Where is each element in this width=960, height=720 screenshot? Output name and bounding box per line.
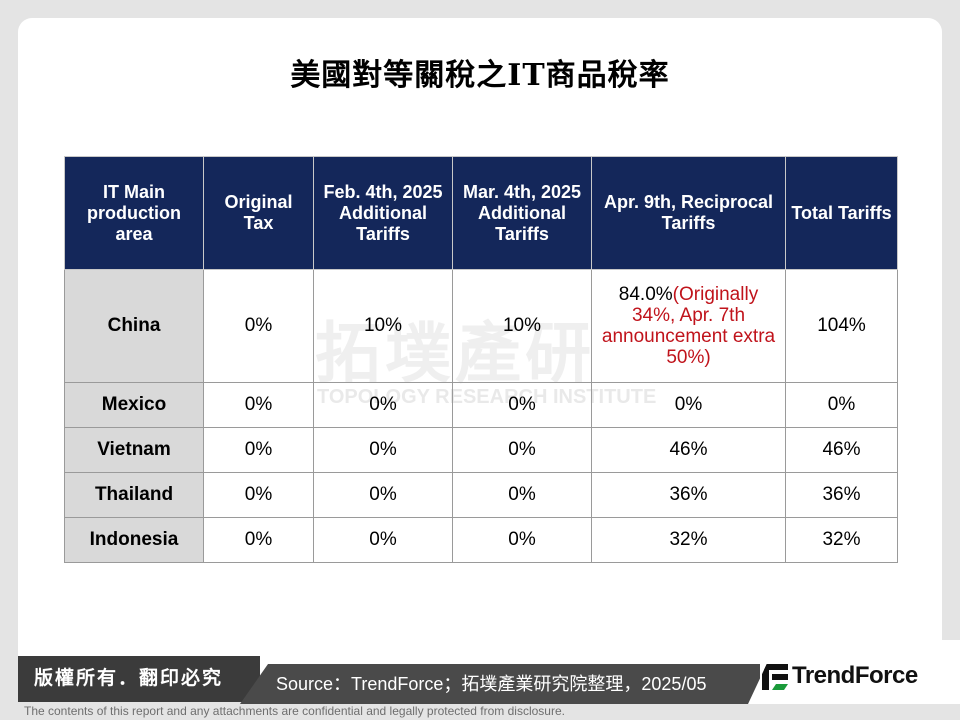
header-mar-tariffs: Mar. 4th, 2025 Additional Tariffs	[452, 156, 592, 270]
header-total-tariffs: Total Tariffs	[785, 156, 898, 270]
cell-original: 0%	[203, 269, 314, 383]
cell-feb: 10%	[313, 269, 453, 383]
cell-original: 0%	[203, 517, 314, 563]
cell-apr: 46%	[591, 427, 786, 473]
table-row: Vietnam 0% 0% 0% 46% 46%	[64, 427, 898, 473]
cell-feb: 0%	[313, 517, 453, 563]
table-header-row: IT Main production area Original Tax Feb…	[64, 156, 898, 270]
cell-apr: 36%	[591, 472, 786, 518]
cell-area: Indonesia	[64, 517, 204, 563]
cell-mar: 10%	[452, 269, 592, 383]
cell-area: Mexico	[64, 382, 204, 428]
trendforce-logo: TrendForce	[748, 640, 960, 704]
source-banner: Source：TrendForce；拓墣產業研究院整理，2025/05	[240, 664, 760, 704]
cell-feb: 0%	[313, 382, 453, 428]
cell-apr: 0%	[591, 382, 786, 428]
cell-total: 0%	[785, 382, 898, 428]
cell-original: 0%	[203, 472, 314, 518]
cell-total: 32%	[785, 517, 898, 563]
cell-total: 104%	[785, 269, 898, 383]
header-area: IT Main production area	[64, 156, 204, 270]
table-row: Indonesia 0% 0% 0% 32% 32%	[64, 517, 898, 563]
cell-original: 0%	[203, 382, 314, 428]
header-original-tax: Original Tax	[203, 156, 314, 270]
cell-mar: 0%	[452, 427, 592, 473]
tariff-table: IT Main production area Original Tax Feb…	[64, 156, 898, 563]
header-apr-tariffs: Apr. 9th, Reciprocal Tariffs	[591, 156, 786, 270]
apr-note: (Originally 34%, Apr. 7th announcement e…	[601, 284, 776, 368]
cell-mar: 0%	[452, 472, 592, 518]
table-row: Thailand 0% 0% 0% 36% 36%	[64, 472, 898, 518]
cell-area: Thailand	[64, 472, 204, 518]
copyright-banner: 版權所有．翻印必究	[18, 656, 260, 702]
trendforce-logo-icon	[762, 664, 788, 690]
slide-title: 美國對等關稅之IT商品稅率	[290, 58, 670, 93]
cell-mar: 0%	[452, 517, 592, 563]
apr-value: 84.0%	[618, 284, 673, 305]
cell-area: China	[64, 269, 204, 383]
cell-original: 0%	[203, 427, 314, 473]
trendforce-logo-text: TrendForce	[792, 662, 918, 689]
cell-feb: 0%	[313, 472, 453, 518]
cell-apr: 32%	[591, 517, 786, 563]
cell-feb: 0%	[313, 427, 453, 473]
cell-mar: 0%	[452, 382, 592, 428]
disclaimer-text: The contents of this report and any atta…	[24, 704, 565, 718]
cell-total: 46%	[785, 427, 898, 473]
table-row: China 0% 10% 10% 84.0%(Originally 34%, A…	[64, 269, 898, 383]
header-feb-tariffs: Feb. 4th, 2025 Additional Tariffs	[313, 156, 453, 270]
cell-total: 36%	[785, 472, 898, 518]
cell-apr: 84.0%(Originally 34%, Apr. 7th announcem…	[591, 269, 786, 383]
table-row: Mexico 0% 0% 0% 0% 0%	[64, 382, 898, 428]
cell-area: Vietnam	[64, 427, 204, 473]
apr-note-block: 84.0%(Originally 34%, Apr. 7th announcem…	[596, 284, 781, 368]
